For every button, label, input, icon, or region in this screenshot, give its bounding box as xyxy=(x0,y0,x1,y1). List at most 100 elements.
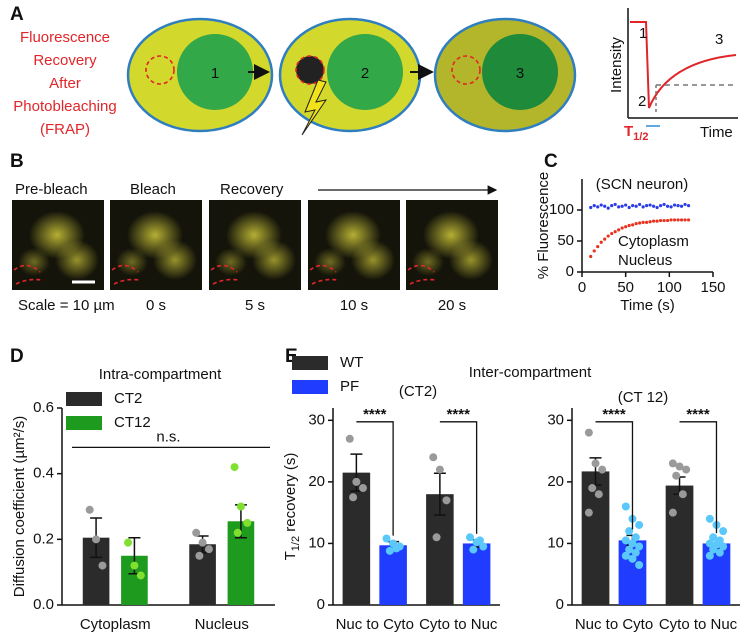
data-point xyxy=(230,463,239,472)
data-point xyxy=(621,536,630,545)
y-tick-label: 0.2 xyxy=(33,530,54,547)
stage-label: Bleach xyxy=(130,181,176,198)
legend-swatch xyxy=(66,392,102,406)
point xyxy=(613,230,617,234)
point xyxy=(592,249,596,253)
point xyxy=(679,218,684,222)
data-point xyxy=(92,535,101,544)
point xyxy=(631,204,635,208)
y-tick-label: 50 xyxy=(557,232,574,249)
y-axis-label: T1/2 recovery (s) xyxy=(282,453,302,561)
data-point xyxy=(382,534,391,543)
point xyxy=(634,222,638,226)
y-tick-label: 10 xyxy=(547,534,564,551)
data-point xyxy=(352,477,361,486)
point xyxy=(665,204,670,208)
legend-label: PF xyxy=(340,378,359,395)
point xyxy=(648,203,652,207)
data-point xyxy=(479,542,488,551)
y-tick-label: 20 xyxy=(308,473,325,490)
data-point xyxy=(192,528,201,537)
point xyxy=(645,204,649,208)
data-point xyxy=(635,560,644,569)
data-point xyxy=(429,453,438,462)
x-tick-label: 0 xyxy=(578,279,586,296)
point xyxy=(620,204,624,208)
annotation: n.s. xyxy=(156,428,180,445)
data-point xyxy=(628,539,637,548)
significance: **** xyxy=(602,406,626,423)
data-point xyxy=(682,465,691,474)
point xyxy=(620,226,624,230)
data-point xyxy=(475,536,484,545)
x-tick-label: 150 xyxy=(700,279,725,296)
micrograph xyxy=(11,199,105,291)
significance: **** xyxy=(447,406,471,423)
point xyxy=(672,203,677,207)
caption: 20 s xyxy=(438,297,466,314)
micrograph xyxy=(208,199,302,291)
data-point xyxy=(588,484,597,493)
y-tick-label: 0 xyxy=(556,596,564,613)
point xyxy=(627,205,631,210)
data-point xyxy=(195,551,204,560)
bar xyxy=(462,543,491,605)
caption: 10 s xyxy=(340,297,368,314)
cell-3: 3 xyxy=(433,17,577,133)
significance: **** xyxy=(363,406,387,423)
bar xyxy=(581,471,610,605)
panel-label: B xyxy=(10,151,24,172)
point xyxy=(662,202,666,207)
stage-label: Pre-bleach xyxy=(15,181,88,198)
point xyxy=(606,206,610,210)
point xyxy=(655,219,659,223)
data-point xyxy=(442,496,451,505)
series-label: Nucleus xyxy=(618,252,672,269)
data-point xyxy=(358,484,367,493)
t-half-sub: 1/2 xyxy=(633,131,648,143)
legend-swatch xyxy=(292,356,328,370)
frap-text: Recovery xyxy=(33,52,97,69)
panel-label: A xyxy=(10,4,24,25)
point xyxy=(634,204,638,208)
point xyxy=(641,220,645,224)
point xyxy=(683,202,687,207)
data-point xyxy=(435,465,444,474)
curve-x-label: Time xyxy=(700,124,733,141)
y-axis-label: % Fluorescence xyxy=(535,172,552,280)
data-point xyxy=(709,533,718,542)
point xyxy=(665,218,670,223)
point xyxy=(645,220,649,224)
data-point xyxy=(432,533,441,542)
data-point xyxy=(98,561,107,570)
micrograph xyxy=(307,199,401,291)
legend-label: CT12 xyxy=(114,414,151,431)
data-point xyxy=(621,502,630,511)
x-tick-label: 50 xyxy=(617,279,634,296)
chart-title: (SCN neuron) xyxy=(596,176,689,193)
caption: 0 s xyxy=(146,297,166,314)
x-tick-label: Cytoplasm xyxy=(80,616,151,633)
point xyxy=(652,204,656,208)
frap-text: Photobleaching xyxy=(13,98,116,115)
x-tick-label: Nuc to Cyto xyxy=(336,616,414,633)
bar xyxy=(342,472,371,605)
data-point xyxy=(621,551,630,560)
point xyxy=(624,203,628,207)
point xyxy=(638,202,642,207)
frap-label: Fluorescence Recovery After Photobleachi… xyxy=(13,29,116,138)
point xyxy=(669,218,673,222)
data-point xyxy=(628,554,637,563)
point xyxy=(613,202,617,207)
cell-2: 2 xyxy=(278,17,422,136)
data-point xyxy=(672,471,681,480)
legend-label: WT xyxy=(340,354,363,371)
x-tick-label: Nucleus xyxy=(195,616,249,633)
micrograph xyxy=(405,199,499,291)
data-point xyxy=(392,544,401,553)
point xyxy=(686,218,691,222)
legend-label: CT2 xyxy=(114,390,142,407)
frap-text: (FRAP) xyxy=(40,121,90,138)
t-half-t: T xyxy=(624,123,633,140)
point xyxy=(679,204,684,208)
